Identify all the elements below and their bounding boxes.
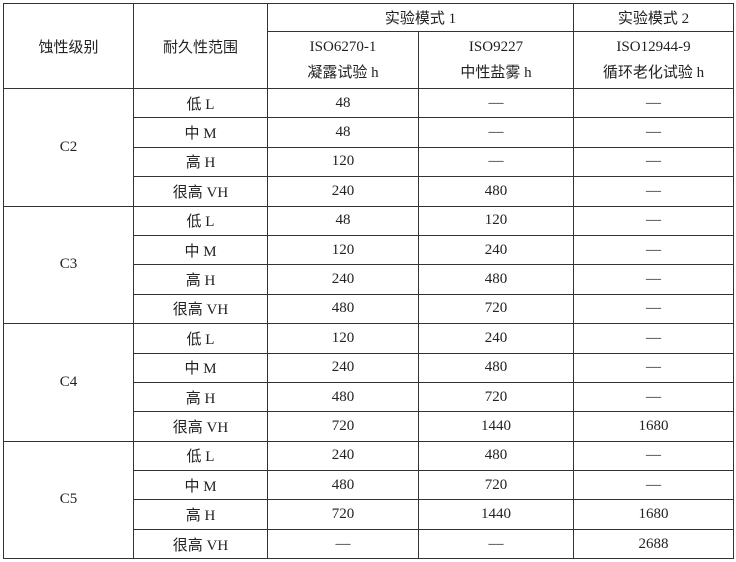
- table-row: 很高 VH — —2688: [4, 528, 735, 560]
- durability-cell: 中 M: [133, 352, 268, 383]
- iso9227-cell: —: [417, 528, 575, 560]
- iso12944-cell: —: [573, 176, 735, 207]
- durability-cell: 很高 VH: [133, 176, 268, 207]
- iso12944-cell: —: [573, 205, 735, 236]
- iso9227-cell: 1440: [417, 499, 575, 530]
- header-iso6270-desc: 凝露试验 h: [307, 65, 379, 81]
- header-row-1: 蚀性级别 耐久性范围 实验模式 1 实验模式 2: [3, 3, 735, 89]
- table-row: C5 低 L 240 480—: [3, 440, 735, 560]
- iso9227-cell: 120: [417, 205, 575, 236]
- table-row: 中 M 120 240—: [4, 234, 735, 266]
- table-row: 中 M 240 480—: [4, 352, 735, 383]
- iso12944-cell: —: [573, 352, 735, 383]
- durability-cell: 中 M: [133, 470, 268, 501]
- iso6270-cell: 120: [267, 323, 419, 354]
- iso9227-cell: 240: [417, 234, 575, 266]
- iso6270-cell: 120: [267, 146, 419, 178]
- iso9227-cell: —: [417, 146, 575, 178]
- iso9227-cell: 720: [417, 293, 575, 325]
- iso9227-cell: —: [417, 87, 575, 119]
- iso12944-cell: 2688: [573, 528, 735, 560]
- durability-cell: 很高 VH: [133, 528, 268, 560]
- iso6270-cell: 480: [267, 470, 419, 501]
- header-iso9227-code: ISO9227: [468, 39, 524, 55]
- iso12944-cell: —: [573, 117, 735, 148]
- iso6270-cell: —: [267, 528, 419, 560]
- iso6270-cell: 720: [267, 499, 419, 530]
- grade-cell: C2: [3, 88, 134, 207]
- iso9227-cell: 480: [417, 176, 575, 207]
- durability-cell: 很高 VH: [133, 293, 268, 325]
- table-row: 中 M 480 720—: [4, 470, 735, 501]
- table-row: C4 低 L 120 240—: [3, 323, 735, 442]
- durability-cell: 低 L: [133, 323, 268, 354]
- table-row: 高 H 480 720—: [4, 381, 735, 413]
- iso12944-cell: —: [573, 146, 735, 178]
- header-iso12944: ISO12944-9 循环老化试验 h: [573, 31, 735, 89]
- iso9227-cell: 480: [417, 352, 575, 383]
- iso6270-cell: 48: [267, 87, 419, 119]
- durability-cell: 高 H: [133, 499, 268, 530]
- durability-cell: 中 M: [133, 234, 268, 266]
- iso12944-cell: —: [573, 470, 735, 501]
- grade-cell: C4: [3, 323, 134, 442]
- header-iso12944-desc: 循环老化试验 h: [602, 65, 705, 81]
- iso9227-cell: 720: [417, 470, 575, 501]
- durability-cell: 高 H: [133, 381, 268, 413]
- iso6270-cell: 120: [267, 234, 419, 266]
- iso12944-cell: —: [573, 87, 735, 119]
- iso12944-cell: —: [573, 440, 735, 472]
- header-durability: 耐久性范围: [133, 3, 268, 89]
- header-iso9227: ISO9227 中性盐雾 h: [417, 31, 575, 89]
- iso6270-cell: 48: [267, 117, 419, 148]
- header-iso6270: ISO6270-1 凝露试验 h: [267, 31, 419, 89]
- durability-cell: 低 L: [133, 440, 268, 472]
- iso9227-cell: —: [417, 117, 575, 148]
- iso6270-cell: 480: [267, 381, 419, 413]
- durability-cell: 低 L: [133, 205, 268, 236]
- table-row: 很高 VH 240 480—: [4, 176, 735, 207]
- durability-cell: 高 H: [133, 146, 268, 178]
- iso12944-cell: —: [573, 293, 735, 325]
- iso6270-cell: 240: [267, 264, 419, 295]
- iso9227-cell: 480: [417, 264, 575, 295]
- durability-cell: 很高 VH: [133, 411, 268, 442]
- iso6270-cell: 720: [267, 411, 419, 442]
- durability-cell: 中 M: [133, 117, 268, 148]
- table-row: 高 H 240 480—: [4, 264, 735, 295]
- header-iso6270-code: ISO6270-1: [309, 39, 377, 55]
- durability-cell: 低 L: [133, 87, 268, 119]
- header-iso12944-code: ISO12944-9: [616, 39, 691, 55]
- corrosion-test-table: 蚀性级别 耐久性范围 实验模式 1 实验模式 2 ISO6270-1 凝露试验 h…: [3, 3, 735, 560]
- iso12944-cell: 1680: [573, 411, 735, 442]
- iso12944-cell: 1680: [573, 499, 735, 530]
- grade-cell: C3: [3, 205, 134, 325]
- table-row: 中 M 48— —: [4, 117, 735, 148]
- header-mode1: 实验模式 1: [266, 3, 575, 32]
- iso6270-cell: 48: [267, 205, 419, 236]
- iso9227-cell: 1440: [417, 411, 575, 442]
- grade-cell: C5: [3, 440, 134, 560]
- table-row: 高 H 120— —: [4, 146, 735, 178]
- iso9227-cell: 240: [417, 323, 575, 354]
- iso12944-cell: —: [573, 323, 735, 354]
- iso9227-cell: 720: [417, 381, 575, 413]
- table-row: 很高 VH 480 720—: [4, 293, 735, 325]
- durability-cell: 高 H: [133, 264, 268, 295]
- header-mode2: 实验模式 2: [573, 3, 735, 32]
- iso12944-cell: —: [573, 264, 735, 295]
- header-iso9227-desc: 中性盐雾 h: [460, 65, 532, 81]
- iso12944-cell: —: [573, 234, 735, 266]
- header-grade: 蚀性级别: [3, 3, 134, 89]
- iso9227-cell: 480: [417, 440, 575, 472]
- iso6270-cell: 480: [267, 293, 419, 325]
- table-row: C2 低 L 48— —: [3, 87, 735, 207]
- iso6270-cell: 240: [267, 176, 419, 207]
- iso6270-cell: 240: [267, 440, 419, 472]
- iso6270-cell: 240: [267, 352, 419, 383]
- table-row: 很高 VH 720 1440 1680: [4, 411, 735, 442]
- header-row-2: ISO6270-1 凝露试验 h ISO9227 中性盐雾 h ISO12944-9…: [4, 31, 735, 89]
- table-row: C3 低 L 48 120—: [3, 205, 735, 325]
- iso12944-cell: —: [573, 381, 735, 413]
